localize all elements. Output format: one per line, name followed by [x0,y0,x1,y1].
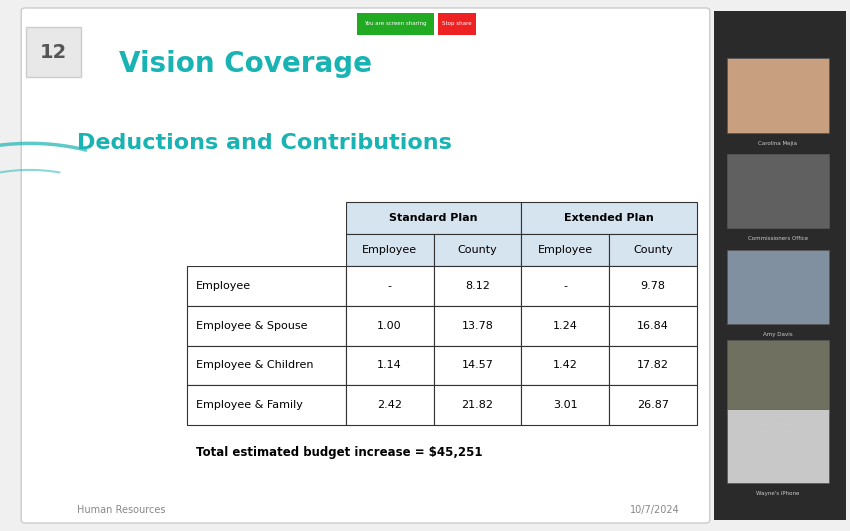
Text: 8.12: 8.12 [465,281,490,291]
Text: 12: 12 [40,42,67,62]
Bar [434,306,521,346]
Bar [434,346,521,385]
Text: 1.00: 1.00 [377,321,402,331]
Text: County: County [633,245,673,255]
Bar [609,306,697,346]
Text: Employee & Spouse: Employee & Spouse [196,321,307,331]
Bar [346,306,434,346]
Text: Employee: Employee [538,245,592,255]
Bar [187,385,346,425]
Bar [521,202,697,234]
Bar [346,234,434,267]
Text: Vision Coverage: Vision Coverage [119,50,372,78]
Bar [521,346,609,385]
Text: -: - [388,281,392,291]
Bar [346,267,434,306]
Text: 10/7/2024: 10/7/2024 [630,505,680,515]
Text: 1.42: 1.42 [552,361,578,371]
Text: Wayne's iPhone: Wayne's iPhone [756,491,800,496]
Text: Carolina Mejia: Carolina Mejia [758,141,797,145]
Text: Employee & Children: Employee & Children [196,361,313,371]
Text: Human Resources: Human Resources [76,505,165,515]
Bar [187,306,346,346]
Text: 3.01: 3.01 [553,400,577,410]
Text: Gary Edwards: Gary Edwards [758,422,797,427]
Text: -: - [564,281,567,291]
Text: Total estimated budget increase = $45,251: Total estimated budget increase = $45,25… [196,446,482,459]
Text: 14.57: 14.57 [462,361,493,371]
Text: 1.14: 1.14 [377,361,402,371]
Bar [187,202,346,234]
Text: 16.84: 16.84 [638,321,669,331]
Text: 1.24: 1.24 [552,321,578,331]
Text: 26.87: 26.87 [638,400,669,410]
Bar [609,234,697,267]
Text: Extended Plan: Extended Plan [564,213,654,223]
Bar [187,267,346,306]
FancyBboxPatch shape [21,8,710,523]
Text: Commissioners Office: Commissioners Office [748,236,808,241]
Text: Amy Davis: Amy Davis [763,332,792,337]
Bar [609,385,697,425]
Bar [438,13,476,35]
Bar [187,234,346,267]
Bar [521,267,609,306]
Text: 13.78: 13.78 [462,321,493,331]
Bar [434,234,521,267]
Text: 17.82: 17.82 [638,361,669,371]
Text: Stop share: Stop share [442,21,472,27]
Bar [187,346,346,385]
Text: Employee: Employee [362,245,417,255]
Bar [521,306,609,346]
Text: Employee: Employee [196,281,251,291]
Text: 9.78: 9.78 [641,281,666,291]
Text: Standard Plan: Standard Plan [389,213,478,223]
Bar [521,385,609,425]
Bar [609,267,697,306]
Text: You are screen sharing: You are screen sharing [365,21,427,27]
Bar [609,346,697,385]
Bar [346,346,434,385]
Bar [434,385,521,425]
Text: Employee & Family: Employee & Family [196,400,303,410]
Text: County: County [457,245,497,255]
Bar [434,267,521,306]
Text: 21.82: 21.82 [462,400,493,410]
Text: Deductions and Contributions: Deductions and Contributions [76,133,451,153]
Bar [346,385,434,425]
Bar [357,13,434,35]
Bar [521,234,609,267]
Text: 2.42: 2.42 [377,400,402,410]
Bar [346,202,521,234]
FancyBboxPatch shape [26,27,81,77]
